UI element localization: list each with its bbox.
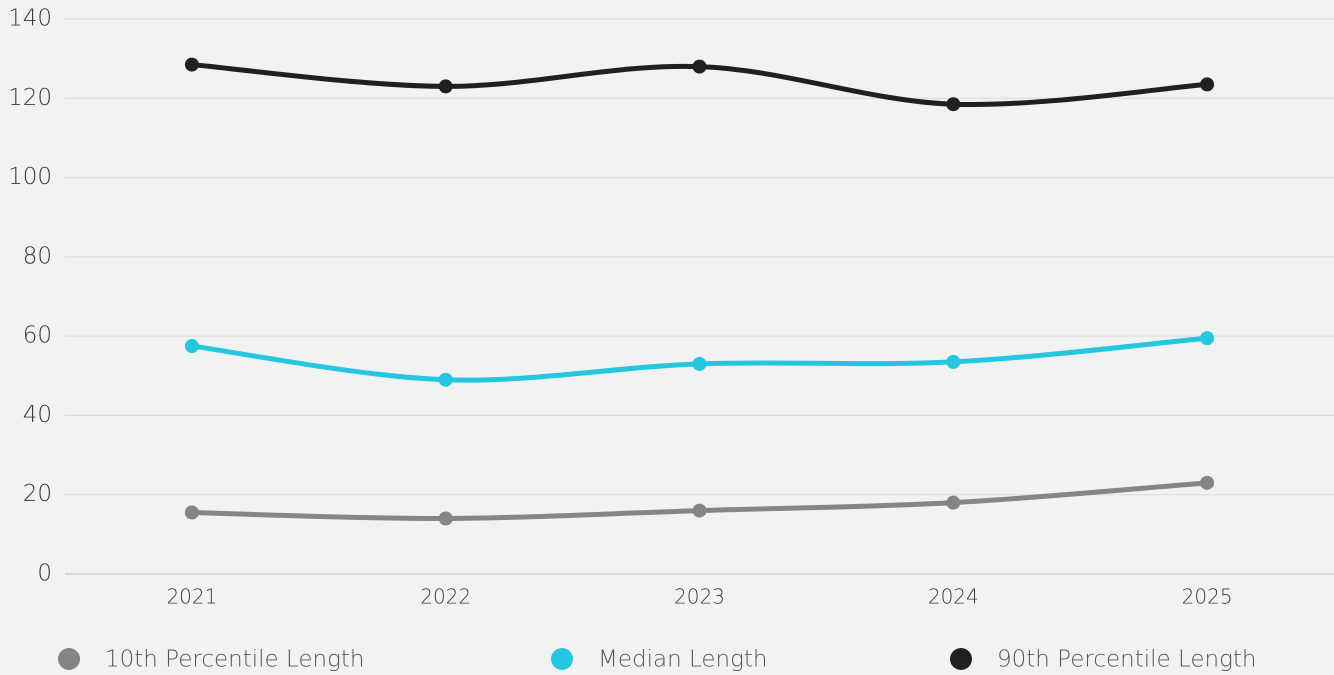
x-tick-label: 2023 (674, 585, 725, 609)
data-point (184, 505, 199, 520)
data-point (692, 503, 707, 518)
x-tick-label: 2025 (1182, 585, 1233, 609)
x-tick-label: 2024 (928, 585, 979, 609)
data-point (946, 97, 961, 112)
data-point (692, 356, 707, 371)
legend-label: 10th Percentile Length (105, 647, 365, 673)
y-tick-label: 140 (8, 6, 52, 32)
data-point (1200, 331, 1215, 346)
y-tick-label: 0 (37, 561, 52, 587)
data-point (184, 339, 199, 354)
legend-swatch (551, 648, 573, 670)
data-point (438, 511, 453, 526)
y-tick-label: 80 (23, 243, 52, 269)
y-tick-label: 20 (23, 481, 52, 507)
y-tick-label: 120 (8, 85, 52, 111)
y-tick-label: 40 (23, 402, 52, 428)
data-point (1200, 77, 1215, 92)
y-tick-label: 60 (23, 323, 52, 349)
data-point (438, 79, 453, 94)
data-point (946, 354, 961, 369)
data-point (184, 57, 199, 72)
legend-swatch (950, 648, 972, 670)
data-point (1200, 475, 1215, 490)
x-tick-label: 2021 (166, 585, 217, 609)
legend-label: 90th Percentile Length (997, 647, 1257, 673)
data-point (438, 372, 453, 387)
y-tick-label: 100 (8, 164, 52, 190)
x-tick-label: 2022 (420, 585, 471, 609)
legend-swatch (58, 648, 80, 670)
legend-label: Median Length (598, 647, 768, 673)
data-point (946, 495, 961, 510)
data-point (692, 59, 707, 74)
